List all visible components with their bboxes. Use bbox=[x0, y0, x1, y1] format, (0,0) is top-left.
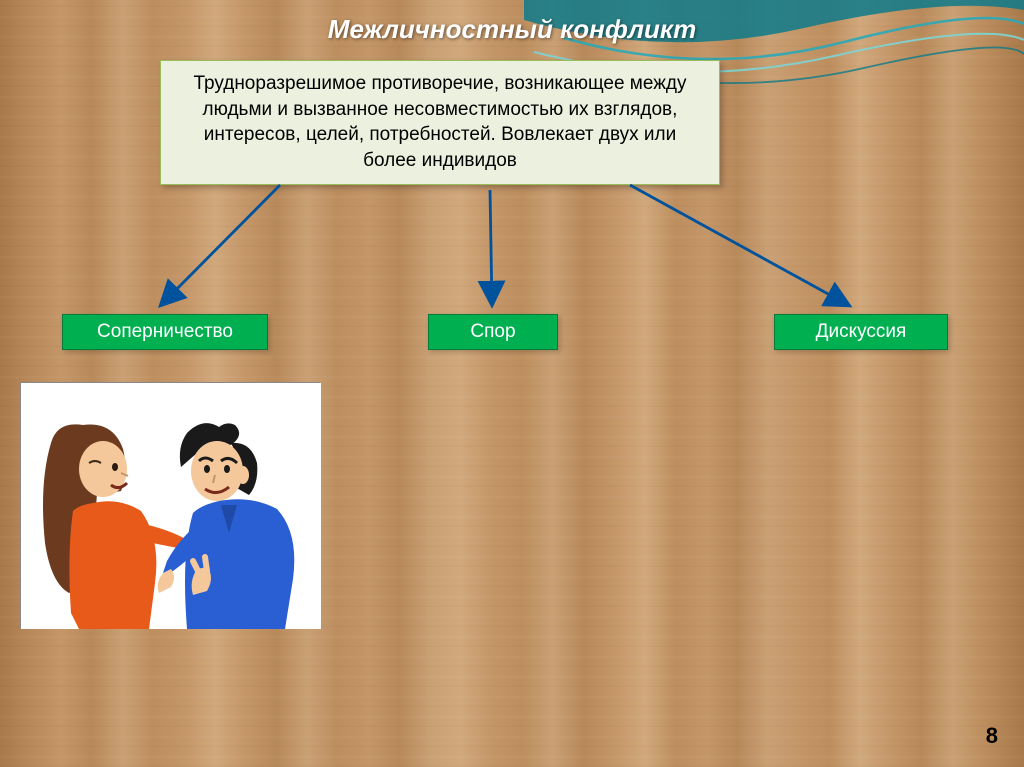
child-dispute: Спор bbox=[428, 314, 558, 350]
child-competition: Соперничество bbox=[62, 314, 268, 350]
child-discussion: Дискуссия bbox=[774, 314, 948, 350]
arguing-people-illustration bbox=[20, 382, 320, 628]
page-number: 8 bbox=[986, 723, 998, 749]
slide-title: Межличностный конфликт bbox=[0, 14, 1024, 45]
definition-box: Трудноразрешимое противоречие, возникающ… bbox=[160, 60, 720, 185]
